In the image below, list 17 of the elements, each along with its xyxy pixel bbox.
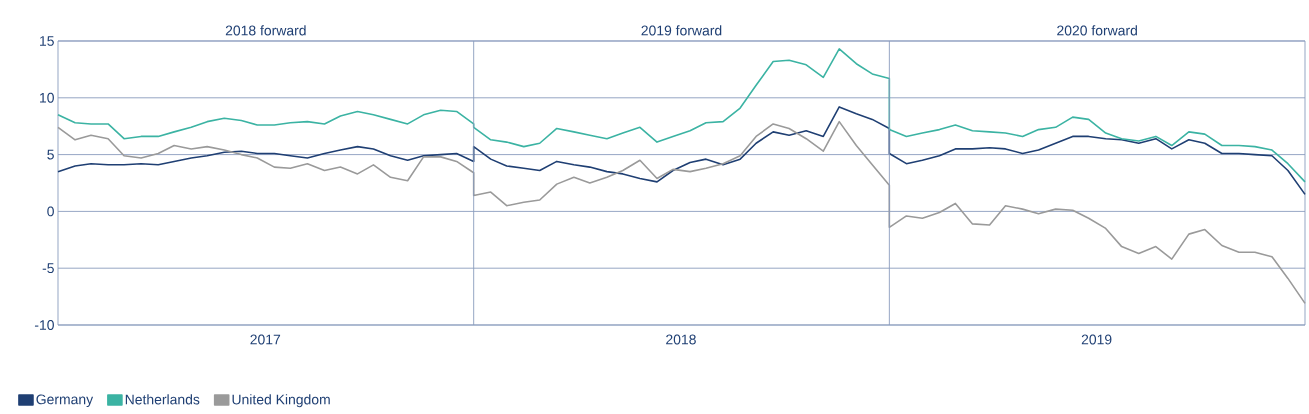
line-series <box>57 48 1306 183</box>
text: 2019 forward <box>641 25 722 36</box>
legend-label: Netherlands <box>125 394 200 405</box>
legend-label: Germany <box>36 394 94 408</box>
y-tick-label: 5 <box>47 149 54 160</box>
legend-label: United Kingdom <box>232 394 330 408</box>
y-tick-label: -10 <box>34 320 54 330</box>
x-tick-label: 2018 <box>666 334 696 345</box>
y-tick-label: 15 <box>40 36 54 46</box>
text: 2020 forward <box>1057 25 1137 36</box>
y-tick-label: 0 <box>47 206 54 217</box>
y-tick-label: 10 <box>40 92 54 103</box>
x-tick-label: 2019 <box>1081 334 1112 345</box>
text: 2018 forward <box>225 25 306 36</box>
y-tick-label: -5 <box>42 263 54 274</box>
line-series <box>57 120 1306 305</box>
x-tick-label: 2017 <box>250 334 281 345</box>
